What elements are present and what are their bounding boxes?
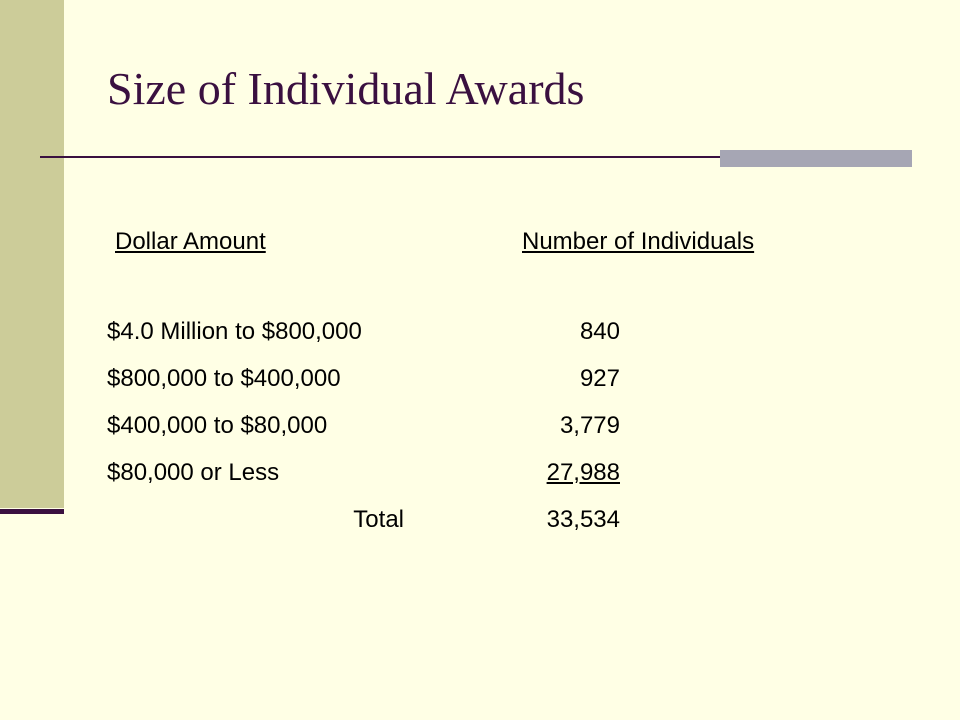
row-label: $80,000 or Less: [107, 459, 280, 486]
row-value: 27,988: [460, 459, 620, 487]
column-header: Number of Individuals: [522, 228, 755, 255]
row-label: $4.0 Million to $800,000: [107, 318, 362, 345]
title-rule-accent: [720, 150, 912, 167]
row-label: $400,000 to $80,000: [107, 412, 328, 439]
total-value: 33,534: [546, 506, 620, 533]
total-label: Total: [353, 506, 404, 533]
row-value: 927: [579, 365, 620, 392]
slide-title: Size of Individual Awards: [107, 63, 585, 114]
side-strip: [0, 0, 64, 508]
row-label: $800,000 to $400,000: [107, 365, 341, 392]
side-strip-line: [0, 509, 64, 514]
row-value-text: 27,988: [546, 459, 620, 486]
row-value: 3,779: [559, 412, 620, 439]
row-value: 840: [579, 318, 620, 345]
title-rule: [40, 156, 912, 158]
column-header: Dollar Amount: [115, 228, 266, 255]
